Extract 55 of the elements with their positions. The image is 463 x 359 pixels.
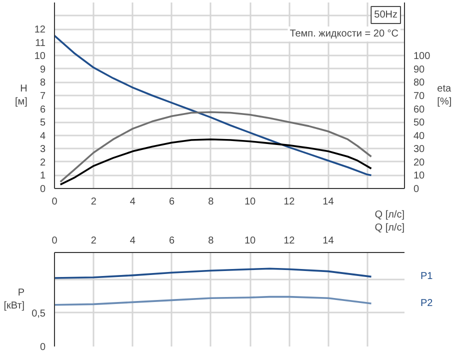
x-tick-label: 0 <box>52 196 58 208</box>
line-series <box>54 268 372 279</box>
y-tick-label: 4 <box>40 130 46 142</box>
y2-tick-label: 40 <box>414 130 426 142</box>
x-axis-title: Q [л/с] <box>374 210 405 220</box>
y2-tick-label: 70 <box>414 91 426 102</box>
text: P1 <box>420 271 434 282</box>
y2-axis-title: eta [%] <box>437 83 452 108</box>
y2-tick-label: 100 <box>414 51 431 62</box>
x-tick-label: 0 <box>52 236 58 246</box>
y-tick-label: 0 <box>40 184 46 195</box>
y-axis-title: H [м] <box>14 83 28 108</box>
y-tick-label: 8 <box>40 78 46 89</box>
y-tick-label: 2 <box>40 157 46 168</box>
x-tick-label: 6 <box>169 236 176 246</box>
y2-tick-label: 90 <box>414 64 426 76</box>
x-tick-label: 2 <box>90 196 97 208</box>
y2-tick-label: 20 <box>414 157 426 168</box>
x-tick-label: 4 <box>130 196 136 208</box>
y2-tick-label: 80 <box>414 78 426 89</box>
x-tick-label: 4 <box>130 236 136 246</box>
x-tick-label: 10 <box>244 236 256 246</box>
y-tick-label: 0,5 <box>32 308 46 320</box>
y-tick-label: 3 <box>40 144 46 156</box>
line-series <box>59 111 372 183</box>
x-tick-label: 14 <box>322 236 334 246</box>
x-tick-label: 2 <box>90 236 97 246</box>
line-series <box>59 138 372 186</box>
y2-tick-label: 60 <box>414 104 426 116</box>
y-tick-label: 12 <box>34 24 46 36</box>
y-tick-label: 1 <box>40 170 46 182</box>
y2-tick-label: 0 <box>414 184 420 195</box>
x-tick-label: 8 <box>208 236 214 246</box>
x-tick-label: 8 <box>208 196 214 208</box>
y-axis-title: P [кВт] <box>4 287 25 312</box>
y2-tick-label: 50 <box>414 118 426 129</box>
x-tick-label: 14 <box>322 196 334 208</box>
y-tick-label: 6 <box>40 104 46 116</box>
x-tick-label: 10 <box>244 196 256 208</box>
x-tick-label: 6 <box>169 196 176 208</box>
y-tick-label: 7 <box>40 91 46 102</box>
text: 50Hz <box>374 10 398 20</box>
x-axis-title: Q [л/с] <box>374 222 405 234</box>
y-tick-label: 5 <box>40 118 46 129</box>
y-tick-label: 0 <box>40 342 46 353</box>
y2-tick-label: 30 <box>414 144 426 156</box>
y-tick-label: 10 <box>34 51 46 62</box>
text: P2 <box>420 298 434 310</box>
y2-tick-label: 10 <box>414 170 426 182</box>
y-tick-label: 9 <box>40 64 46 76</box>
y-tick-label: 11 <box>35 38 46 49</box>
x-tick-label: 12 <box>284 236 296 246</box>
x-tick-label: 12 <box>284 196 296 208</box>
line-series <box>54 296 372 306</box>
annotation: Темп. жидкости = 20 °C <box>290 28 399 40</box>
